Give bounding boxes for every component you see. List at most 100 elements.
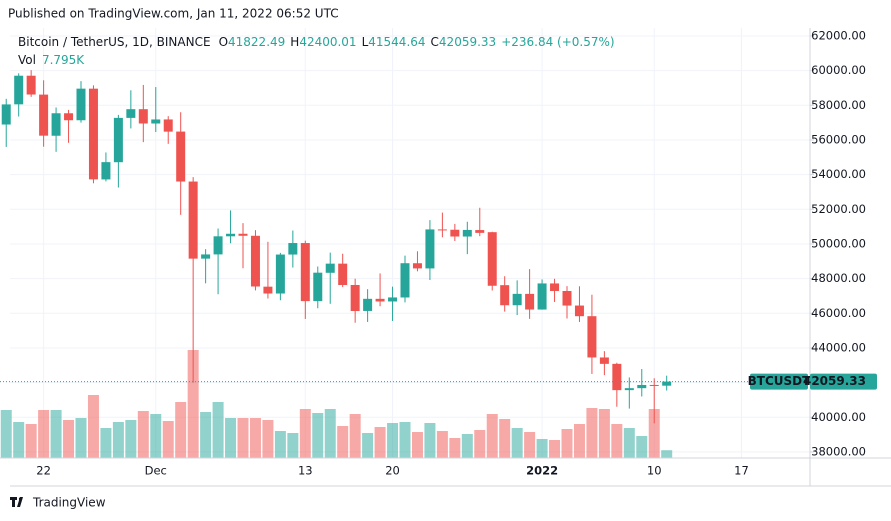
candle-body bbox=[388, 297, 398, 302]
volume-bar bbox=[337, 426, 349, 458]
published: Published on TradingView.com, Jan 11, 20… bbox=[8, 7, 339, 21]
volume-bar bbox=[162, 421, 174, 458]
price-tag-label: 42059.33 bbox=[803, 374, 866, 388]
candle-body bbox=[525, 293, 535, 310]
l-label: L bbox=[362, 35, 369, 49]
volume-bar bbox=[486, 414, 498, 458]
candle-body bbox=[425, 229, 435, 269]
volume-bar bbox=[561, 429, 573, 458]
volume-bar bbox=[112, 422, 124, 458]
candle-body bbox=[500, 285, 510, 306]
volume-bar bbox=[87, 395, 99, 458]
candle-body bbox=[363, 298, 373, 311]
y-tick-label: 48000.00 bbox=[811, 271, 866, 285]
y-tick-label: 52000.00 bbox=[811, 202, 866, 216]
candle-body bbox=[550, 283, 560, 291]
candle-body bbox=[338, 263, 348, 285]
volume-pane bbox=[0, 350, 673, 458]
h-value: 42400.01 bbox=[299, 35, 356, 49]
volume-bar bbox=[449, 438, 461, 458]
volume-bar bbox=[200, 412, 212, 458]
candle-body bbox=[300, 243, 310, 302]
y-tick-label: 44000.00 bbox=[811, 340, 866, 354]
volume-bar bbox=[524, 432, 536, 458]
candle-body bbox=[101, 162, 111, 180]
c-label: C bbox=[431, 35, 439, 49]
x-tick-label: 10 bbox=[647, 464, 662, 478]
volume-bar bbox=[63, 420, 75, 458]
symbol-tag bbox=[750, 373, 808, 390]
y-tick-label: 54000.00 bbox=[811, 167, 866, 181]
volume-bar bbox=[150, 414, 162, 458]
candle-body bbox=[275, 254, 285, 294]
y-tick-label: 62000.00 bbox=[811, 28, 866, 42]
x-tick-label: 22 bbox=[36, 464, 51, 478]
y-tick-label: 38000.00 bbox=[811, 444, 866, 458]
candle-body bbox=[113, 117, 123, 163]
volume-bar bbox=[25, 424, 37, 458]
candle-body bbox=[213, 236, 223, 255]
candle-body bbox=[574, 305, 584, 317]
volume-bar bbox=[237, 418, 249, 458]
volume-bar bbox=[50, 410, 62, 458]
candle-body bbox=[325, 263, 335, 273]
candle-body bbox=[288, 243, 298, 255]
volume-bar bbox=[511, 428, 523, 458]
candle-body bbox=[587, 316, 597, 358]
volume-bar bbox=[299, 409, 311, 458]
x-tick-label: 13 bbox=[298, 464, 313, 478]
volume-bar bbox=[623, 428, 635, 458]
volume-bar bbox=[387, 423, 399, 458]
candle-body bbox=[88, 88, 98, 180]
candle-body bbox=[462, 229, 472, 237]
volume-bar bbox=[0, 410, 12, 458]
volume-bar bbox=[499, 419, 511, 458]
change: +236.84 (+0.57%) bbox=[501, 35, 614, 49]
volume-bar bbox=[611, 424, 623, 458]
vol-value: 7.795K bbox=[42, 53, 85, 67]
volume-bar bbox=[436, 431, 448, 458]
volume-bar bbox=[187, 350, 199, 458]
c-value: 42059.33 bbox=[439, 35, 496, 49]
candle-body bbox=[537, 283, 547, 310]
candle-body bbox=[263, 286, 273, 294]
volume-bar bbox=[262, 420, 274, 458]
l-value: 41544.64 bbox=[368, 35, 425, 49]
volume-bar bbox=[399, 422, 411, 458]
volume-bar bbox=[374, 427, 386, 458]
volume-bar bbox=[411, 432, 423, 458]
x-tick-label: Dec bbox=[145, 464, 167, 478]
x-tick-label: 17 bbox=[734, 464, 749, 478]
candle-body bbox=[250, 235, 260, 287]
candle-body bbox=[350, 284, 360, 312]
volume-bar bbox=[586, 408, 598, 458]
volume-bar bbox=[225, 418, 237, 458]
candle-body bbox=[487, 232, 497, 286]
volume-bar bbox=[287, 433, 299, 458]
candle-body bbox=[176, 131, 186, 182]
candle-body bbox=[512, 293, 522, 306]
h-label: H bbox=[290, 35, 299, 49]
volume-bar bbox=[324, 409, 336, 458]
volume-bar bbox=[274, 431, 286, 458]
price-pane bbox=[1, 70, 672, 424]
volume-bar bbox=[38, 410, 50, 458]
volume-bar bbox=[474, 430, 486, 458]
candle-body bbox=[201, 254, 211, 259]
candle-body bbox=[562, 290, 572, 306]
candle-body bbox=[138, 109, 148, 124]
candle-body bbox=[238, 233, 248, 236]
candle-body bbox=[1, 104, 11, 125]
volume-bar bbox=[75, 418, 87, 458]
symbol-tag-label: BTCUSDT bbox=[748, 374, 811, 388]
candle-body bbox=[375, 298, 385, 302]
candle-body bbox=[475, 230, 485, 233]
candle-body bbox=[151, 119, 161, 124]
candle-body bbox=[450, 229, 460, 237]
candle-body bbox=[662, 381, 672, 386]
volume-bar bbox=[349, 414, 361, 458]
volume-bar bbox=[549, 440, 561, 458]
volume-bar bbox=[536, 439, 548, 458]
